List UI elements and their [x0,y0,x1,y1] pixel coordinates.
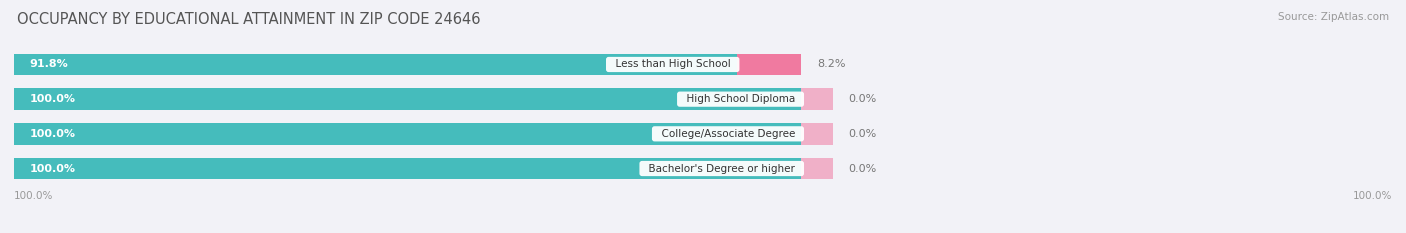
Bar [14,54,801,75]
Bar [14,123,801,145]
Text: 100.0%: 100.0% [30,94,76,104]
Text: Bachelor's Degree or higher: Bachelor's Degree or higher [643,164,801,174]
Bar [801,88,832,110]
Text: 100.0%: 100.0% [1353,191,1392,201]
Text: Source: ZipAtlas.com: Source: ZipAtlas.com [1278,12,1389,22]
Text: OCCUPANCY BY EDUCATIONAL ATTAINMENT IN ZIP CODE 24646: OCCUPANCY BY EDUCATIONAL ATTAINMENT IN Z… [17,12,481,27]
Bar [14,88,801,110]
Bar [801,158,832,179]
Bar [14,158,801,179]
Text: Less than High School: Less than High School [609,59,737,69]
Text: 100.0%: 100.0% [14,191,53,201]
Text: College/Associate Degree: College/Associate Degree [655,129,801,139]
Text: 100.0%: 100.0% [30,129,76,139]
Bar [737,54,801,75]
Text: 91.8%: 91.8% [30,59,69,69]
Text: 0.0%: 0.0% [849,94,877,104]
Text: 8.2%: 8.2% [817,59,845,69]
Text: 0.0%: 0.0% [849,129,877,139]
Bar [14,54,737,75]
Text: 100.0%: 100.0% [30,164,76,174]
Bar [14,88,801,110]
Bar [14,123,801,145]
Bar [14,158,801,179]
Text: High School Diploma: High School Diploma [679,94,801,104]
Text: 0.0%: 0.0% [849,164,877,174]
Bar [801,123,832,145]
